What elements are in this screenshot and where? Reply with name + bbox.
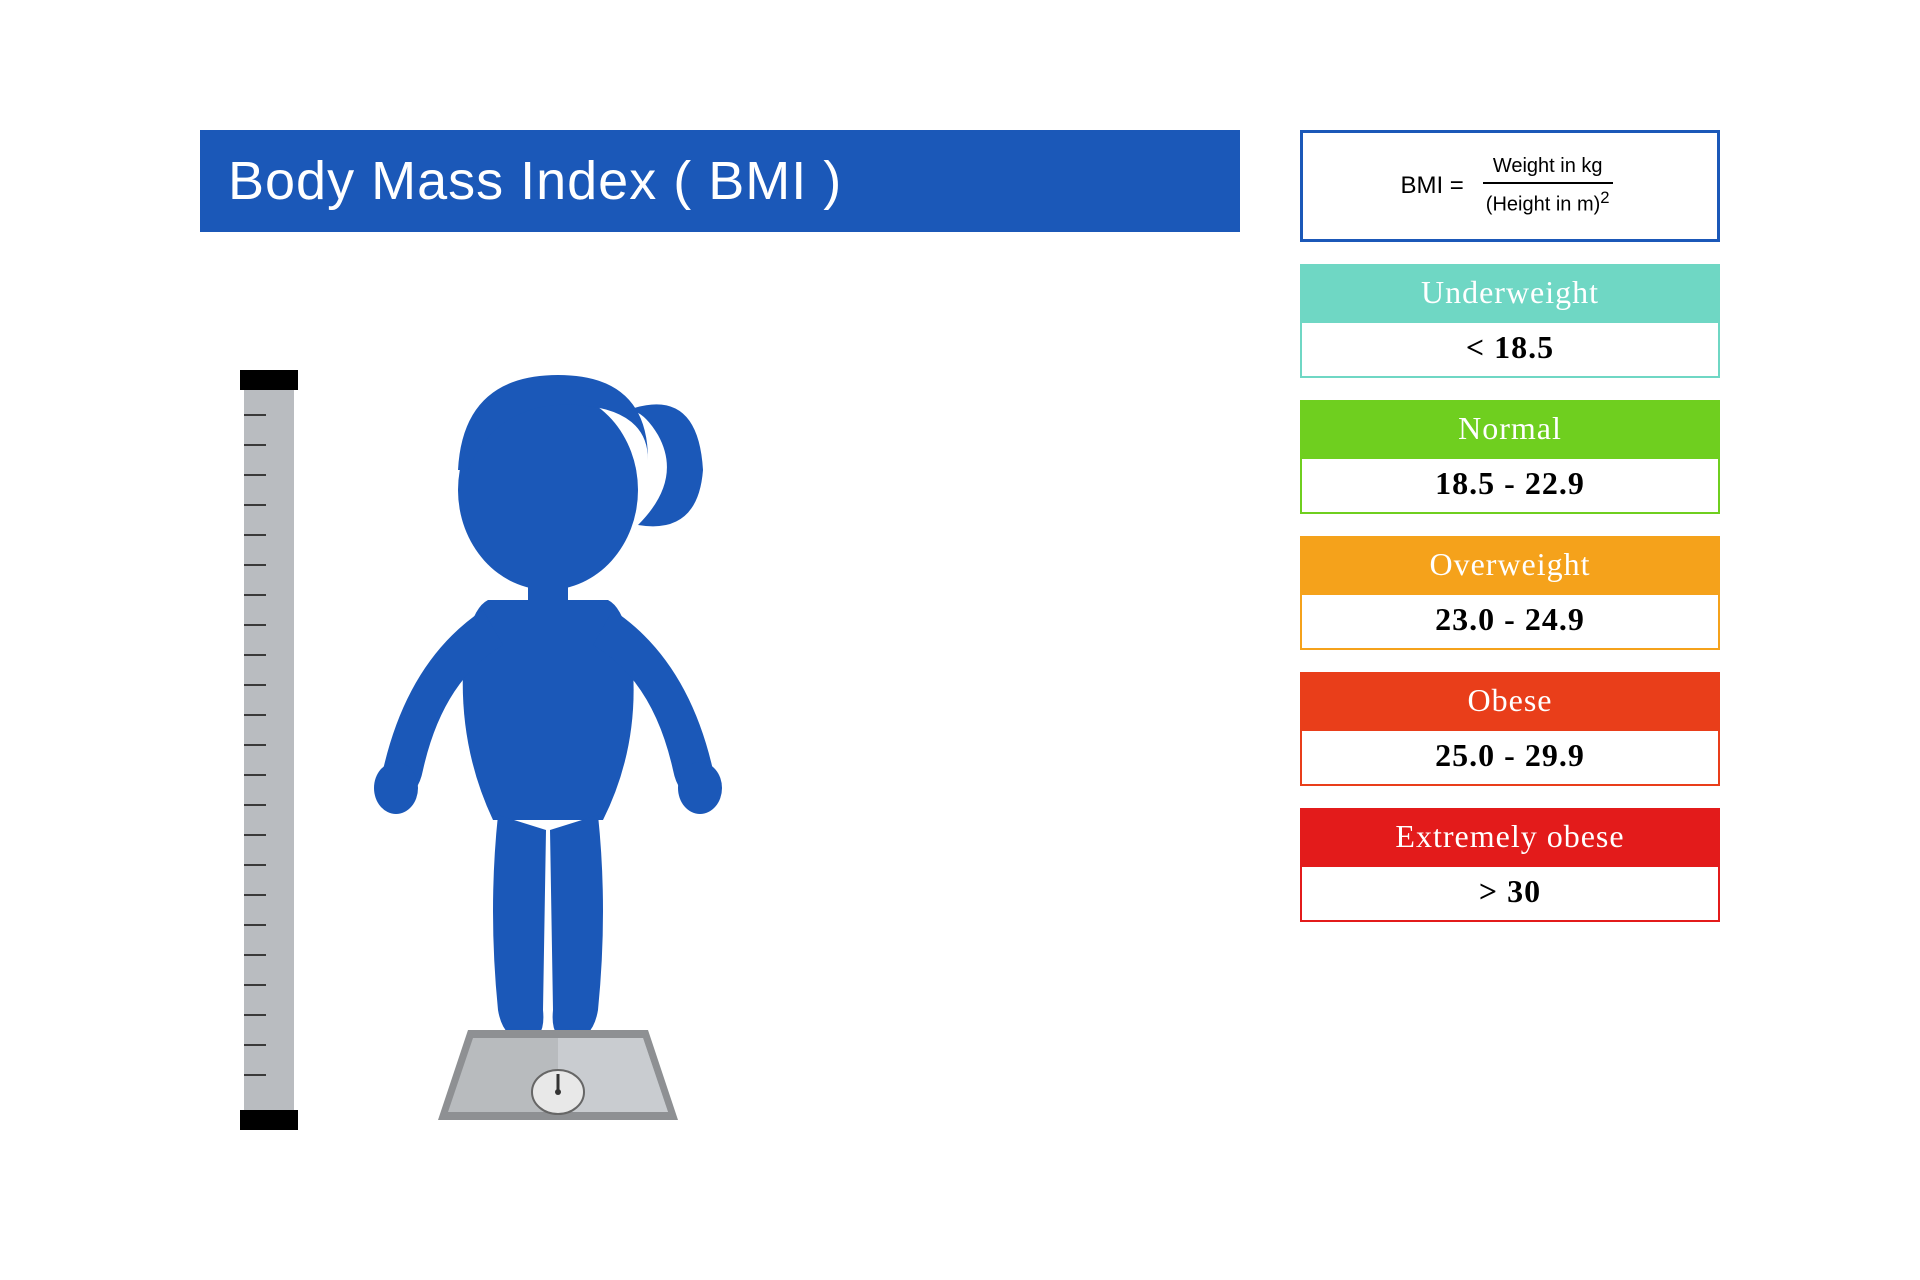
formula-numerator: Weight in kg [1483, 155, 1613, 184]
category-normal: Normal 18.5 - 22.9 [1300, 400, 1720, 514]
category-range: 18.5 - 22.9 [1302, 459, 1718, 512]
girl-silhouette-icon [348, 350, 768, 1130]
title-bar: Body Mass Index ( BMI ) [200, 130, 1240, 232]
category-range: > 30 [1302, 867, 1718, 920]
left-column: Body Mass Index ( BMI ) [200, 130, 1240, 1130]
category-label: Extremely obese [1302, 810, 1718, 867]
formula-lhs: BMI = [1400, 172, 1463, 200]
height-ruler-icon [240, 370, 298, 1130]
category-label: Obese [1302, 674, 1718, 731]
category-range: < 18.5 [1302, 323, 1718, 376]
category-obese: Obese 25.0 - 29.9 [1300, 672, 1720, 786]
formula-fraction: Weight in kg (Height in m)2 [1476, 155, 1620, 217]
category-overweight: Overweight 23.0 - 24.9 [1300, 536, 1720, 650]
category-extremely-obese: Extremely obese > 30 [1300, 808, 1720, 922]
category-range: 23.0 - 24.9 [1302, 595, 1718, 648]
category-label: Overweight [1302, 538, 1718, 595]
illustration-area [200, 232, 1240, 1130]
category-label: Underweight [1302, 266, 1718, 323]
right-column: BMI = Weight in kg (Height in m)2 Underw… [1300, 130, 1720, 1130]
category-label: Normal [1302, 402, 1718, 459]
category-range: 25.0 - 29.9 [1302, 731, 1718, 784]
scale-icon [438, 1030, 678, 1120]
infographic-container: Body Mass Index ( BMI ) [200, 130, 1720, 1130]
formula-denominator: (Height in m)2 [1476, 184, 1620, 217]
silhouette-on-scale [348, 350, 768, 1130]
bmi-formula-box: BMI = Weight in kg (Height in m)2 [1300, 130, 1720, 242]
category-underweight: Underweight < 18.5 [1300, 264, 1720, 378]
